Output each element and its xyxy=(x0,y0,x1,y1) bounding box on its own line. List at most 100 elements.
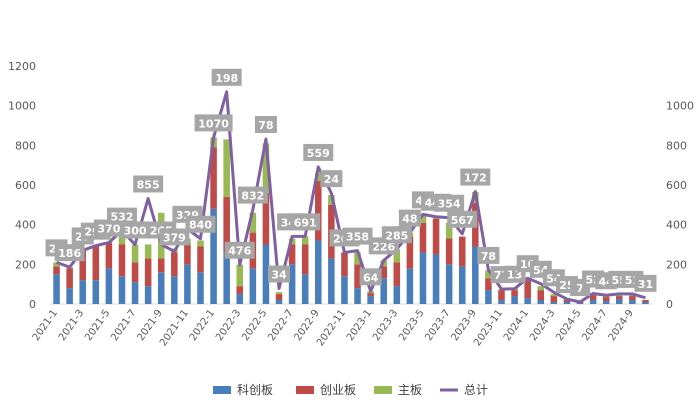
bar-zhuban xyxy=(537,286,545,291)
total-data-label: 78 xyxy=(477,246,500,264)
data-label-box xyxy=(434,194,465,212)
bar-kechuang xyxy=(393,286,401,304)
bar-kechuang xyxy=(550,302,558,304)
bar-chuangye xyxy=(432,218,440,255)
x-tick-label: 2022-5 xyxy=(240,308,269,343)
data-label-text: 24 xyxy=(324,173,340,186)
legend-swatch xyxy=(374,386,392,394)
bar-kechuang xyxy=(537,300,545,304)
bar-kechuang xyxy=(236,294,244,304)
y-tick-label: 600 xyxy=(15,179,36,192)
bar-kechuang xyxy=(210,208,217,304)
bar-chuangye xyxy=(458,236,466,267)
bar-chuangye xyxy=(563,300,571,303)
data-label-text: 855 xyxy=(137,178,160,191)
data-label-box xyxy=(254,115,277,133)
data-label-text: 285 xyxy=(385,229,408,242)
data-label-box xyxy=(54,244,85,262)
legend: 科创板 创业板 主板 总计 xyxy=(213,383,488,397)
bar-zhuban xyxy=(393,249,401,263)
bar-kechuang xyxy=(328,258,335,304)
total-data-label: 354 xyxy=(434,194,465,212)
data-label-box xyxy=(237,186,268,204)
data-label-text: 559 xyxy=(307,147,330,160)
bar-kechuang xyxy=(105,268,113,304)
x-tick-label: 2024-5 xyxy=(554,308,583,343)
bar-kechuang xyxy=(341,276,348,304)
total-data-label: 559 xyxy=(303,143,334,161)
legend-label: 科创板 xyxy=(237,383,273,397)
total-data-label: 300 xyxy=(120,221,151,239)
bar-kechuang xyxy=(367,296,374,304)
data-label-text: 78 xyxy=(481,250,496,263)
bar-chuangye xyxy=(445,238,453,265)
bar-kechuang xyxy=(315,240,322,304)
data-label-box xyxy=(194,114,233,132)
data-label-text: 1070 xyxy=(198,117,229,130)
data-label-box xyxy=(320,170,343,188)
legend-swatch xyxy=(296,386,314,394)
bar-chuangye xyxy=(537,290,545,301)
legend-item: 创业板 xyxy=(296,383,356,397)
bar-kechuang xyxy=(472,246,479,304)
bar-chuangye xyxy=(550,296,558,303)
bar-zhuban xyxy=(197,240,204,247)
data-label-box xyxy=(477,246,500,264)
bar-kechuang xyxy=(629,300,636,304)
total-line xyxy=(56,90,646,304)
bar-chuangye xyxy=(118,244,126,277)
total-data-label: 379 xyxy=(159,228,190,246)
x-tick-label: 2024-1 xyxy=(502,308,531,343)
bar-kechuang xyxy=(498,300,505,304)
data-labels: 2018627294370532300855265379329840107019… xyxy=(45,68,657,297)
bar-chuangye xyxy=(511,290,518,297)
data-label-box xyxy=(185,215,216,233)
bar-kechuang xyxy=(171,276,178,304)
y-tick-label: 0 xyxy=(29,298,36,311)
data-label-box xyxy=(224,241,255,259)
bar-kechuang xyxy=(485,290,492,304)
total-data-label: 285 xyxy=(381,226,412,244)
total-data-label: 840 xyxy=(185,215,216,233)
bar-chuangye xyxy=(79,250,86,281)
data-label-box xyxy=(211,68,242,86)
y-tick-label: 400 xyxy=(15,219,36,232)
bar-chuangye xyxy=(393,262,401,287)
y-tick-label: 1000 xyxy=(8,100,36,113)
bar-kechuang xyxy=(197,272,204,304)
data-label-text: 832 xyxy=(241,190,264,203)
x-tick-label: 2023-1 xyxy=(345,308,374,343)
data-label-box xyxy=(381,226,412,244)
total-data-label: 172 xyxy=(460,168,491,186)
bar-kechuang xyxy=(419,252,427,304)
bar-kechuang xyxy=(66,288,73,304)
data-label-text: 78 xyxy=(258,119,273,132)
data-label-text: 379 xyxy=(163,231,186,244)
bar-chuangye xyxy=(406,236,414,269)
y2-tick-label: 400 xyxy=(666,219,687,232)
bar-zhuban xyxy=(249,212,257,233)
x-tick-label: 2024-3 xyxy=(528,308,557,343)
data-label-box xyxy=(398,209,421,227)
bar-chuangye xyxy=(616,296,623,300)
y2-tick-label: 600 xyxy=(666,179,687,192)
y2-tick-label: 0 xyxy=(666,298,673,311)
bar-chuangye xyxy=(642,300,649,303)
bar-kechuang xyxy=(131,282,139,304)
bar-zhuban xyxy=(419,214,427,223)
bar-chuangye xyxy=(602,297,610,302)
bar-kechuang xyxy=(563,302,571,304)
x-tick-label: 2022-1 xyxy=(188,308,217,343)
data-label-box xyxy=(447,210,478,228)
data-label-text: 476 xyxy=(228,245,251,258)
bar-zhuban xyxy=(223,139,230,197)
total-data-label: 358 xyxy=(342,227,373,245)
bar-zhuban xyxy=(485,270,492,279)
data-label-text: 64 xyxy=(363,271,379,284)
legend-label: 主板 xyxy=(398,383,422,397)
bar-chuangye xyxy=(367,293,374,297)
total-data-label: 48 xyxy=(398,209,421,227)
legend-label: 创业板 xyxy=(320,383,356,397)
total-data-label: 1070 xyxy=(194,114,233,132)
total-data-label: 532 xyxy=(106,207,137,225)
